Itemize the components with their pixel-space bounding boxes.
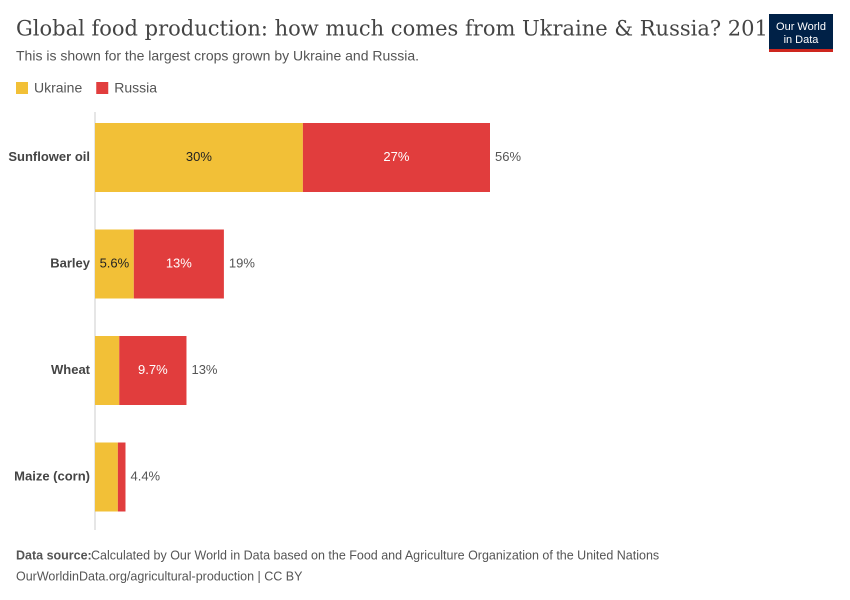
total-label: 4.4% xyxy=(130,468,160,483)
y-tick-label: Wheat xyxy=(51,362,91,377)
bar-segment xyxy=(95,336,120,405)
bar-segment xyxy=(133,229,224,299)
y-tick-label: Maize (corn) xyxy=(14,468,90,483)
logo-text: in Data xyxy=(784,34,820,46)
value-label: 13% xyxy=(166,255,192,270)
total-label: 13% xyxy=(191,362,217,377)
total-label: 19% xyxy=(229,255,255,270)
source-text: Calculated by Our World in Data based on… xyxy=(91,548,659,562)
footer-text: OurWorldinData.org/agricultural-producti… xyxy=(16,569,303,583)
chart-subtitle: This is shown for the largest crops grow… xyxy=(16,48,419,64)
y-tick-label: Sunflower oil xyxy=(8,149,90,164)
legend-swatch xyxy=(96,82,109,94)
value-label: 9.7% xyxy=(138,362,168,377)
y-tick-label: Barley xyxy=(50,255,91,270)
bar-segment xyxy=(302,123,490,192)
value-label: 5.6% xyxy=(100,255,130,270)
logo-box xyxy=(769,14,833,52)
value-label: 30% xyxy=(186,149,212,164)
bar-segment xyxy=(117,442,126,512)
total-label: 56% xyxy=(495,149,521,164)
logo-text: Our World xyxy=(776,21,826,33)
bar-segment xyxy=(95,229,134,299)
legend-label: Ukraine xyxy=(34,80,82,96)
source-label: Data source: xyxy=(16,548,92,562)
chart-title: Global food production: how much comes f… xyxy=(16,17,781,41)
bar-segment xyxy=(95,442,118,512)
legend-label: Russia xyxy=(114,80,157,96)
bar-segment xyxy=(95,123,303,192)
value-label: 27% xyxy=(383,149,409,164)
logo-stripe xyxy=(769,49,833,52)
legend-swatch xyxy=(16,82,28,94)
bar-segment xyxy=(119,336,187,405)
